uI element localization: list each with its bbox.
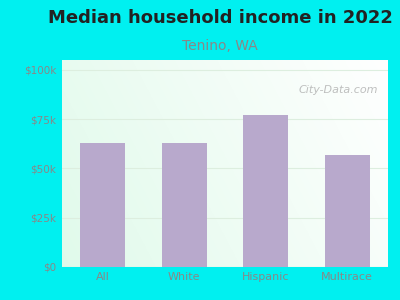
Text: Tenino, WA: Tenino, WA (182, 39, 258, 53)
Text: City-Data.com: City-Data.com (299, 85, 378, 95)
Bar (325, 154, 370, 267)
Bar (162, 143, 207, 267)
Bar (243, 115, 288, 267)
Text: Median household income in 2022: Median household income in 2022 (48, 9, 392, 27)
Bar (80, 143, 125, 267)
